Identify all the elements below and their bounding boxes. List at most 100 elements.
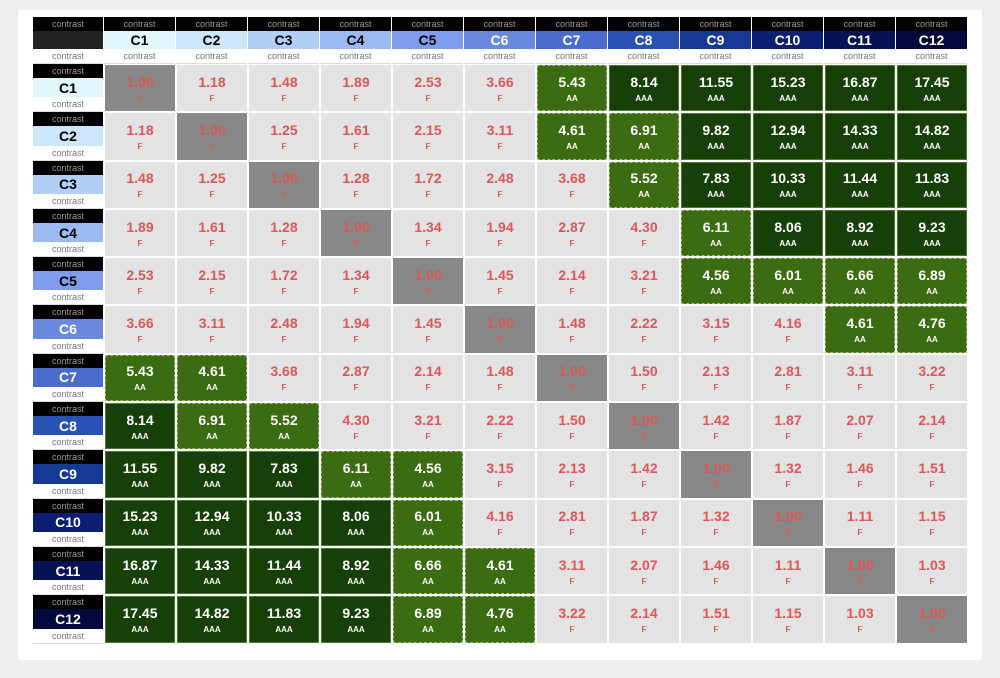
contrast-ratio: 4.30 <box>630 218 658 235</box>
row-header: contrast C1 contrast <box>33 64 104 113</box>
wcag-rating: F <box>425 335 431 345</box>
contrast-ratio: 1.00 <box>918 604 946 621</box>
column-header: contrast C1 contrast <box>104 17 176 64</box>
contrast-ratio: 1.00 <box>342 218 370 235</box>
row-header: contrast C9 contrast <box>33 450 104 499</box>
contrast-cell: 7.83 AAA <box>249 451 319 498</box>
row-header: contrast C12 contrast <box>33 595 104 644</box>
wcag-rating: AA <box>566 141 578 151</box>
contrast-ratio: 7.83 <box>270 460 298 477</box>
wcag-rating: AAA <box>923 190 941 200</box>
contrast-ratio: 12.94 <box>194 508 230 525</box>
contrast-ratio: 14.33 <box>842 121 878 138</box>
contrast-cell: 1.03 F <box>825 596 895 643</box>
contrast-ratio: 1.00 <box>414 266 442 283</box>
wcag-rating: F <box>281 335 287 345</box>
wcag-rating: F <box>353 383 359 393</box>
column-header: contrast C2 contrast <box>176 17 248 64</box>
contrast-cell: 1.34 F <box>393 209 463 257</box>
wcag-rating: AAA <box>707 190 725 200</box>
contrast-ratio: 1.00 <box>630 411 658 428</box>
color-label: C9 <box>33 464 103 484</box>
color-label: C2 <box>33 126 103 146</box>
contrast-ratio: 2.14 <box>558 266 586 283</box>
wcag-rating: AAA <box>923 141 941 151</box>
wcag-rating: AA <box>422 480 434 490</box>
wcag-rating: AA <box>710 286 722 296</box>
contrast-ratio: 6.89 <box>414 604 442 621</box>
contrast-ratio: 2.22 <box>486 411 514 428</box>
wcag-rating: F <box>281 141 287 151</box>
contrast-ratio: 2.87 <box>558 218 586 235</box>
wcag-rating: F <box>137 286 143 296</box>
contrast-cell: 2.48 F <box>249 306 319 353</box>
wcag-rating: AA <box>638 141 650 151</box>
wcag-rating: AA <box>278 431 290 441</box>
contrast-cell: 11.83 AAA <box>249 596 319 643</box>
wcag-rating: F <box>353 238 359 248</box>
contrast-ratio: 1.87 <box>630 508 658 525</box>
swatch-on-black: contrast <box>33 402 103 417</box>
wcag-rating: AAA <box>275 528 293 538</box>
contrast-ratio: 9.23 <box>918 218 946 235</box>
contrast-ratio: 4.76 <box>918 315 946 332</box>
contrast-ratio: 11.83 <box>914 170 950 187</box>
swatch-on-black: contrast <box>33 112 103 127</box>
swatch-on-white: contrast <box>33 338 103 354</box>
contrast-ratio: 4.56 <box>702 266 730 283</box>
color-label: C11 <box>33 560 103 581</box>
wcag-rating: AA <box>782 286 794 296</box>
contrast-ratio: 4.61 <box>486 556 514 573</box>
wcag-rating: F <box>857 624 863 634</box>
wcag-rating: AAA <box>779 238 797 248</box>
contrast-ratio: 1.61 <box>198 218 226 235</box>
contrast-cell: 1.87 F <box>753 403 823 450</box>
contrast-cell: 11.44 AAA <box>249 547 319 595</box>
swatch-on-black: contrast <box>33 208 103 223</box>
contrast-cell: 3.22 F <box>537 596 607 643</box>
contrast-ratio: 1.45 <box>414 315 442 332</box>
wcag-rating: AAA <box>851 93 869 103</box>
contrast-cell: 11.44 AAA <box>825 161 895 208</box>
contrast-cell: 6.89 AA <box>393 596 463 643</box>
contrast-ratio: 1.25 <box>270 121 298 138</box>
contrast-ratio: 1.94 <box>486 218 514 235</box>
contrast-cell: 1.00 F <box>177 113 247 160</box>
contrast-cell: 1.50 F <box>537 403 607 450</box>
swatch-on-white: contrast <box>392 49 463 64</box>
wcag-rating: AA <box>494 624 506 634</box>
wcag-rating: AAA <box>203 576 221 586</box>
wcag-rating: F <box>713 383 719 393</box>
contrast-cell: 2.14 F <box>537 258 607 305</box>
wcag-rating: AAA <box>779 190 797 200</box>
contrast-cell: 8.14 AAA <box>105 403 175 450</box>
contrast-cell: 9.23 AAA <box>897 209 967 257</box>
contrast-cell: 15.23 AAA <box>105 499 175 546</box>
contrast-ratio: 2.48 <box>270 315 298 332</box>
contrast-cell: 9.82 AAA <box>177 451 247 498</box>
contrast-ratio: 15.23 <box>770 73 806 90</box>
contrast-cell: 2.48 F <box>465 161 535 208</box>
contrast-cell: 1.15 F <box>753 596 823 643</box>
wcag-rating: AA <box>422 576 434 586</box>
wcag-rating: F <box>281 190 287 200</box>
contrast-ratio: 2.13 <box>702 363 730 380</box>
contrast-cell: 3.68 F <box>249 354 319 402</box>
contrast-cell: 1.89 F <box>105 209 175 257</box>
swatch-on-black: contrast <box>536 17 607 31</box>
swatch-on-white: contrast <box>824 49 895 64</box>
contrast-cell: 10.33 AAA <box>753 161 823 208</box>
wcag-rating: F <box>929 528 935 538</box>
contrast-ratio: 1.42 <box>630 460 658 477</box>
wcag-rating: F <box>281 383 287 393</box>
contrast-cell: 1.00 F <box>897 596 967 643</box>
contrast-cell: 2.87 F <box>321 354 391 402</box>
wcag-rating: F <box>929 480 935 490</box>
contrast-cell: 2.07 F <box>609 547 679 595</box>
column-header: contrast C8 contrast <box>608 17 680 64</box>
wcag-rating: AA <box>566 93 578 103</box>
contrast-ratio: 2.53 <box>414 73 442 90</box>
contrast-cell: 8.06 AAA <box>753 209 823 257</box>
contrast-cell: 1.11 F <box>825 499 895 546</box>
